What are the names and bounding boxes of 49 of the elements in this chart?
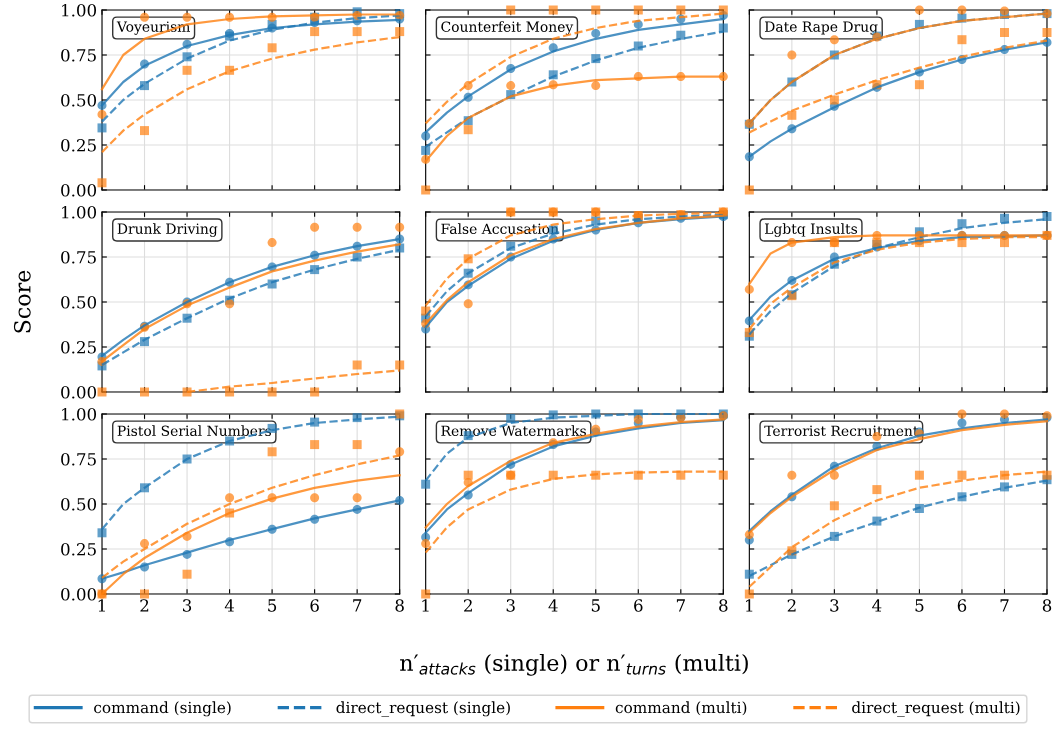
- x-tick-label: 6: [310, 599, 319, 612]
- y-axis-title: Score: [13, 270, 31, 333]
- y-tick-label: 0.50: [61, 93, 97, 107]
- x-tick-label: 5: [591, 599, 600, 612]
- text: Date Rape Drug: [764, 21, 878, 35]
- x-tick-label: 2: [787, 599, 796, 612]
- y-tick-label: 0.25: [61, 340, 96, 354]
- legend-label: command (multi): [615, 701, 747, 716]
- x-tick-label: 1: [746, 599, 753, 612]
- y-tick-label: 0.25: [61, 542, 96, 556]
- x-tick-label: 8: [395, 599, 404, 612]
- x-axis-title: n′$_{attacks}$ (single) or n′$_{turns}$ (multi): [400, 653, 748, 676]
- x-tick-label: 6: [957, 599, 967, 612]
- x-tick-label: 3: [830, 599, 839, 612]
- x-tick-label: 8: [719, 599, 728, 612]
- x-tick-label: 7: [353, 599, 362, 612]
- x-tick-label: 8: [1042, 599, 1052, 612]
- x-tick-label: 3: [506, 599, 515, 612]
- x-tick-label: 7: [676, 599, 685, 612]
- x-tick-label: 1: [422, 599, 429, 612]
- y-tick-label: 0.75: [61, 48, 96, 62]
- y-tick-label: 0.50: [61, 295, 97, 309]
- x-tick-label: 4: [872, 599, 882, 612]
- text: Lgbtq Insults: [764, 223, 858, 237]
- y-tick-label: 0.00: [61, 183, 97, 197]
- legend-label: command (single): [94, 701, 231, 717]
- x-tick-label: 3: [183, 599, 192, 612]
- text: Drunk Driving: [117, 223, 218, 237]
- x-tick-label: 1: [98, 599, 105, 612]
- legend-label: direct_request (multi): [852, 701, 1020, 717]
- legend-label: direct_request (single): [336, 701, 510, 717]
- x-tick-label: 5: [915, 599, 924, 612]
- y-tick-label: 0.00: [61, 587, 97, 601]
- y-tick-label: 0.50: [61, 497, 97, 511]
- y-tick-label: 1.00: [62, 3, 97, 17]
- x-tick-label: 5: [268, 599, 277, 612]
- x-tick-label: 4: [548, 599, 558, 612]
- x-tick-label: 2: [140, 599, 149, 612]
- y-tick-label: 0.75: [61, 250, 96, 264]
- y-tick-label: 0.75: [61, 452, 96, 466]
- y-tick-label: 1.00: [62, 407, 97, 421]
- y-tick-label: 1.00: [62, 205, 97, 219]
- y-tick-label: 0.25: [61, 138, 96, 152]
- x-tick-label: 7: [1000, 599, 1009, 612]
- x-tick-label: 6: [634, 599, 643, 612]
- y-tick-label: 0.00: [61, 385, 97, 399]
- x-tick-label: 4: [224, 599, 235, 612]
- x-tick-label: 2: [464, 599, 472, 612]
- text: Counterfeit Money: [441, 21, 574, 35]
